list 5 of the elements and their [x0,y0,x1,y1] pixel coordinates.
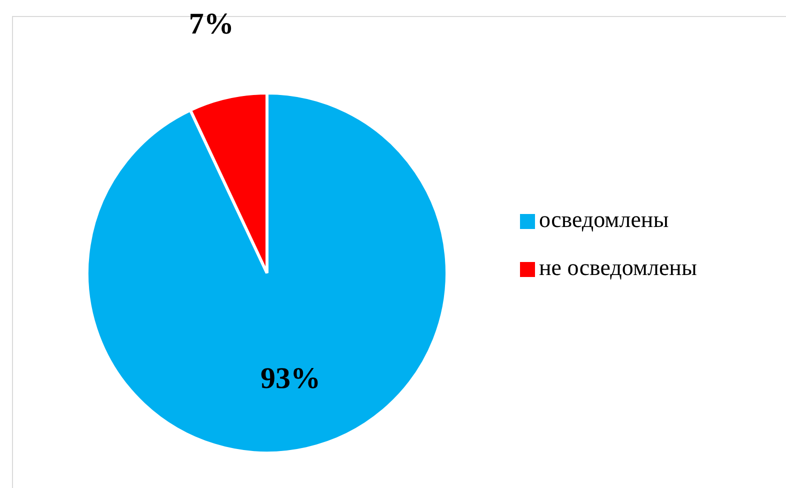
data-label: 93% [260,362,321,395]
legend-label: не осведомлены [539,255,697,280]
legend-label: осведомлены [539,207,669,232]
data-label: 7% [188,8,234,41]
pie-slice [86,92,448,454]
